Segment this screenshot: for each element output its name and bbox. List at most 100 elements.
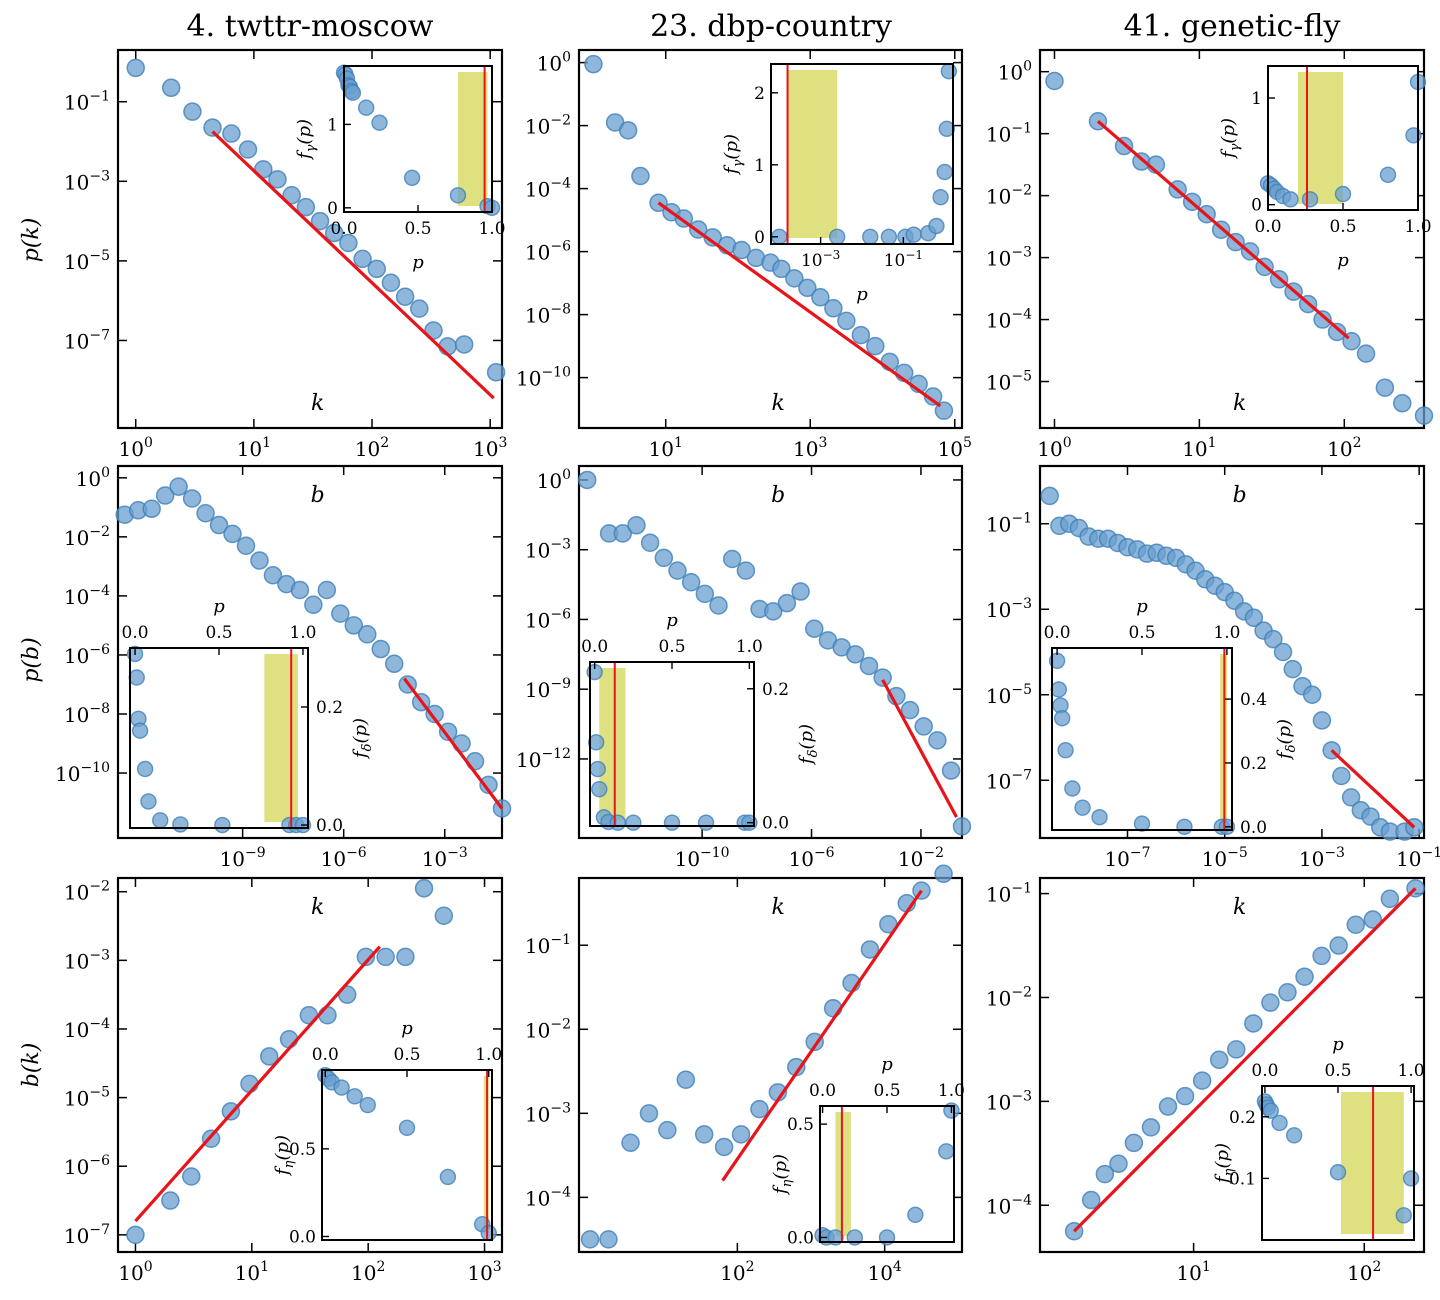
axis-variable-label: k: [1233, 895, 1246, 920]
inset-point: [1285, 1127, 1303, 1144]
data-point: [750, 1099, 769, 1119]
inset-dbp-pb: 0.0 0.5 1.0 0.0 0.2 p fδ(p): [581, 610, 821, 834]
inset-x-tick-label: 0.5: [658, 637, 685, 657]
fit-line: [403, 677, 504, 810]
data-point: [681, 573, 701, 592]
x-tick-label: 103: [473, 435, 507, 461]
data-point: [1124, 1133, 1144, 1153]
y-tick-label: 100: [537, 50, 571, 76]
x-tick-label: 100: [119, 435, 153, 461]
data-point: [126, 58, 145, 78]
y-tick-label: 10−4: [64, 583, 110, 609]
y-tick-label: 10−3: [986, 245, 1032, 271]
x-tick-label: 10−5: [1202, 845, 1248, 871]
x-tick-label: 103: [467, 1259, 501, 1285]
x-tick-label: 10−2: [898, 845, 944, 871]
inset-point: [1334, 185, 1352, 203]
data-point: [791, 582, 810, 601]
data-point: [296, 197, 316, 217]
data-point: [851, 325, 871, 345]
data-point: [1045, 71, 1064, 91]
inset-point: [591, 780, 608, 798]
data-point: [209, 515, 229, 535]
inset-x-tick-label: 0.5: [873, 1081, 900, 1101]
axes-frame: [577, 464, 964, 840]
y-tick-label: 10−7: [64, 327, 110, 353]
inset-point: [587, 734, 605, 751]
axis-variable-label: k: [771, 895, 784, 920]
inset-dbp-bk: 0.0 0.5 1.0 0.0 0.5 p fη(p): [770, 1054, 965, 1248]
data-point: [425, 704, 444, 724]
data-point: [1393, 393, 1412, 413]
axis-variable-label: b: [1233, 483, 1247, 508]
x-tick-label: 102: [355, 435, 389, 461]
inset-point: [589, 760, 606, 778]
axes-frame: [1038, 464, 1426, 840]
y-tick-label: 10−7: [986, 767, 1032, 793]
data-point: [414, 879, 434, 898]
axis-variable-label: b: [771, 483, 785, 508]
inset-x-label: p: [213, 596, 225, 617]
inset-point: [1402, 1170, 1420, 1187]
data-point: [805, 619, 824, 638]
inset-y-tick-label: 0: [754, 228, 765, 248]
inset-x-tick-label: 1.0: [1404, 217, 1431, 237]
inset-point: [1262, 1102, 1279, 1119]
inset-twttr-bk: 0.0 0.5 1.0 0.0 0.5 p fη(p): [272, 1018, 502, 1247]
data-point: [1209, 1050, 1229, 1070]
inset-point: [131, 722, 149, 739]
data-point: [798, 278, 817, 298]
x-tick-label: 10−1: [1396, 845, 1440, 871]
data-point: [395, 287, 415, 306]
x-tick-label: 100: [1037, 435, 1071, 461]
data-point: [640, 533, 660, 552]
data-point: [695, 584, 715, 604]
x-tick-label: 105: [938, 435, 972, 461]
inset-y-tick-label: 0.2: [1240, 754, 1267, 774]
data-point: [161, 78, 181, 98]
inset-point: [333, 1079, 350, 1096]
confidence-band: [787, 70, 838, 238]
column-title-genetic-fly: 41. genetic-fly: [1124, 9, 1341, 44]
data-point: [358, 625, 377, 644]
data-point: [479, 775, 498, 795]
x-tick-label: 10−3: [1299, 845, 1345, 871]
y-tick-label: 10−9: [525, 676, 571, 702]
x-tick-label: 10−3: [422, 845, 468, 871]
panel-fly-pb: 10−7 10−5 10−3 10−1 10−1 10−3 10−5 10−7 b 0.0 0.5 1…: [986, 464, 1440, 871]
y-tick-label: 10−4: [64, 1016, 110, 1042]
inset-x-tick-label: 0.0: [1044, 623, 1071, 643]
data-point: [182, 489, 202, 508]
y-tick-label: 10−3: [525, 1100, 571, 1126]
data-point: [714, 1137, 734, 1157]
y-tick-label: 10−1: [64, 89, 110, 115]
data-point: [866, 336, 885, 356]
y-tick-label: 10−2: [986, 183, 1032, 209]
data-point: [454, 335, 474, 354]
data-point: [1327, 322, 1347, 342]
data-point: [1278, 983, 1297, 1002]
data-point: [1175, 1086, 1195, 1106]
data-point: [1261, 993, 1280, 1012]
column-title-dbp-country: 23. dbp-country: [650, 9, 892, 44]
data-point: [263, 565, 283, 585]
fit-line: [1096, 120, 1350, 340]
inset-x-tick-label: 1.0: [938, 1081, 965, 1101]
data-point: [240, 1074, 259, 1094]
y-tick-label: 10−2: [525, 113, 571, 139]
row-ylabel-pk: p(k): [19, 218, 44, 263]
y-tick-label: 100: [998, 59, 1032, 85]
y-tick-label: 10−3: [64, 168, 110, 194]
data-point: [310, 211, 330, 231]
data-point: [196, 503, 215, 523]
inset-x-tick-label: 10−1: [884, 248, 923, 271]
inset-x-tick-label: 0.0: [122, 623, 149, 643]
data-point: [824, 299, 843, 318]
axes-frame: [116, 48, 504, 430]
inset-x-tick-label: 0.5: [1324, 1061, 1351, 1081]
y-tick-label: 10−6: [64, 1153, 110, 1179]
inset-x-tick-label: 0.5: [393, 1045, 420, 1065]
inset-x-label: p: [401, 1018, 413, 1039]
y-tick-label: 10−2: [64, 879, 110, 905]
